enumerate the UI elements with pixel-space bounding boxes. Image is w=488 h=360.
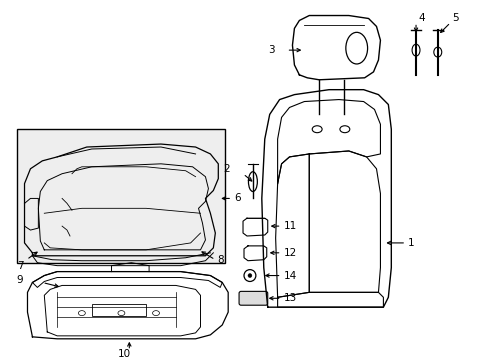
Text: 14: 14 <box>283 271 296 280</box>
Text: 3: 3 <box>267 45 274 55</box>
Text: 8: 8 <box>217 255 224 265</box>
Text: 5: 5 <box>452 13 458 23</box>
Text: 6: 6 <box>234 193 240 203</box>
FancyBboxPatch shape <box>239 291 267 305</box>
Text: 4: 4 <box>417 13 424 23</box>
Bar <box>17 129 225 263</box>
Text: 1: 1 <box>407 238 414 248</box>
Text: 7: 7 <box>17 261 23 271</box>
Text: 12: 12 <box>283 248 296 258</box>
Bar <box>92 304 146 316</box>
Ellipse shape <box>247 274 251 278</box>
Text: 9: 9 <box>16 275 22 285</box>
Text: 13: 13 <box>283 293 296 303</box>
Text: 2: 2 <box>223 164 230 174</box>
Text: 11: 11 <box>283 221 296 231</box>
Text: 10: 10 <box>118 348 131 359</box>
